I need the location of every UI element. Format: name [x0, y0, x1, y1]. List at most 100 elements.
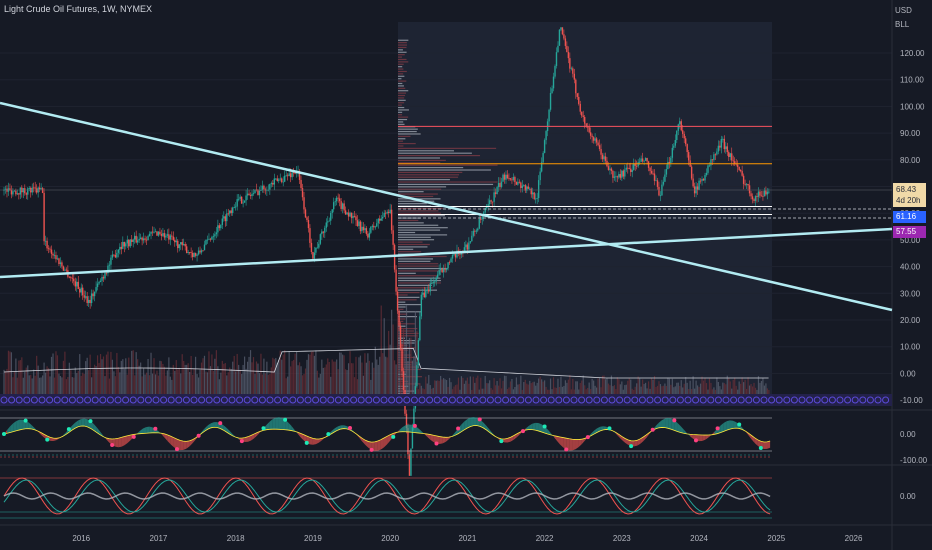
signal-dot [61, 396, 69, 404]
candle-body [270, 182, 273, 184]
osc1-cloud [331, 428, 335, 434]
candle-body [156, 231, 158, 236]
volume-bar [21, 357, 23, 395]
candle-body [490, 200, 492, 202]
volume-bar [710, 382, 712, 395]
volume-profile-bar [398, 90, 409, 92]
candle-body [239, 196, 241, 199]
volume-bar [178, 367, 180, 395]
osc1-marker [283, 417, 288, 422]
candle-body [159, 231, 161, 234]
signal-dot [68, 396, 76, 404]
volume-profile-bar [398, 63, 404, 65]
signal-dot [737, 396, 745, 404]
volume-bar [128, 357, 130, 395]
candle-body [690, 166, 693, 179]
candle-body [533, 192, 535, 200]
volume-bar [28, 375, 30, 395]
signal-dot [243, 396, 251, 404]
osc1-cloud [266, 421, 270, 430]
signal-dot [357, 396, 365, 404]
osc1-cloud [377, 439, 381, 451]
volume-bar [64, 351, 66, 395]
candle-body [731, 153, 733, 161]
candle-body [416, 365, 418, 387]
candle-body [340, 201, 342, 209]
currency-units[interactable]: USD BLL [895, 4, 912, 32]
volume-bar [309, 354, 311, 395]
volume-bar [50, 356, 53, 395]
osc1-cloud [556, 436, 561, 445]
candle-body [762, 196, 764, 198]
unit-bll[interactable]: BLL [895, 20, 910, 29]
candle-body [80, 287, 82, 293]
candle-body [448, 262, 451, 264]
osc1-marker [758, 445, 763, 450]
signal-dot [182, 396, 190, 404]
volume-bar [702, 380, 705, 395]
candle-body [117, 249, 120, 253]
osc1-cloud [319, 438, 323, 443]
volume-bar [148, 375, 151, 395]
candle-body [619, 174, 622, 178]
signal-dot [198, 396, 206, 404]
candle-body [742, 175, 745, 184]
volume-bar [762, 378, 764, 395]
candle-body [708, 165, 711, 167]
candle-body [719, 145, 721, 148]
volume-bar [269, 373, 271, 395]
volume-bar [686, 382, 688, 395]
osc1-cloud [387, 434, 391, 445]
candle-body [61, 262, 63, 267]
signal-dot [768, 396, 776, 404]
volume-bar [4, 371, 7, 395]
osc1-marker [564, 447, 569, 452]
candle-body [411, 427, 414, 449]
volume-bar [647, 381, 650, 395]
x-tick-label: 2017 [150, 534, 168, 543]
osc1-cloud [340, 425, 344, 430]
volume-bar [447, 386, 449, 395]
osc1-marker [737, 422, 742, 427]
candle-body [110, 257, 112, 265]
volume-bar [407, 360, 409, 395]
candle-body [122, 241, 124, 249]
volume-profile-bar [398, 222, 424, 224]
candle-body [114, 254, 117, 258]
osc1-marker [456, 426, 461, 431]
volume-bar [205, 371, 207, 395]
osc1-cloud [78, 419, 82, 427]
volume-bar [388, 330, 390, 395]
candle-body [417, 340, 420, 366]
currency-usd[interactable]: USD [895, 6, 912, 15]
volume-bar [193, 368, 195, 395]
signal-dot [380, 396, 388, 404]
candle-body [246, 193, 249, 196]
volume-bar [367, 353, 369, 395]
candle-body [203, 244, 206, 251]
candle-body [154, 231, 157, 233]
signal-dot [99, 396, 107, 404]
candle-body [389, 209, 391, 213]
volume-bar [444, 379, 446, 395]
osc1-marker [520, 429, 525, 434]
candle-body [471, 235, 473, 242]
candle-body [202, 250, 204, 252]
volume-bar [719, 386, 721, 395]
volume-bar [578, 389, 580, 395]
volume-profile-bar [398, 318, 406, 320]
volume-bar [539, 376, 541, 395]
signal-dot [699, 396, 707, 404]
volume-bar [551, 389, 553, 395]
candle-body [511, 179, 513, 181]
candle-body [334, 201, 336, 203]
volume-bar [257, 363, 259, 395]
volume-profile-bar [398, 70, 407, 73]
volume-bar [655, 386, 657, 395]
candle-body [725, 146, 727, 150]
volume-bar [738, 381, 740, 395]
osc1-marker [542, 424, 547, 429]
volume-profile-bar [398, 176, 459, 178]
candle-body [696, 186, 699, 190]
